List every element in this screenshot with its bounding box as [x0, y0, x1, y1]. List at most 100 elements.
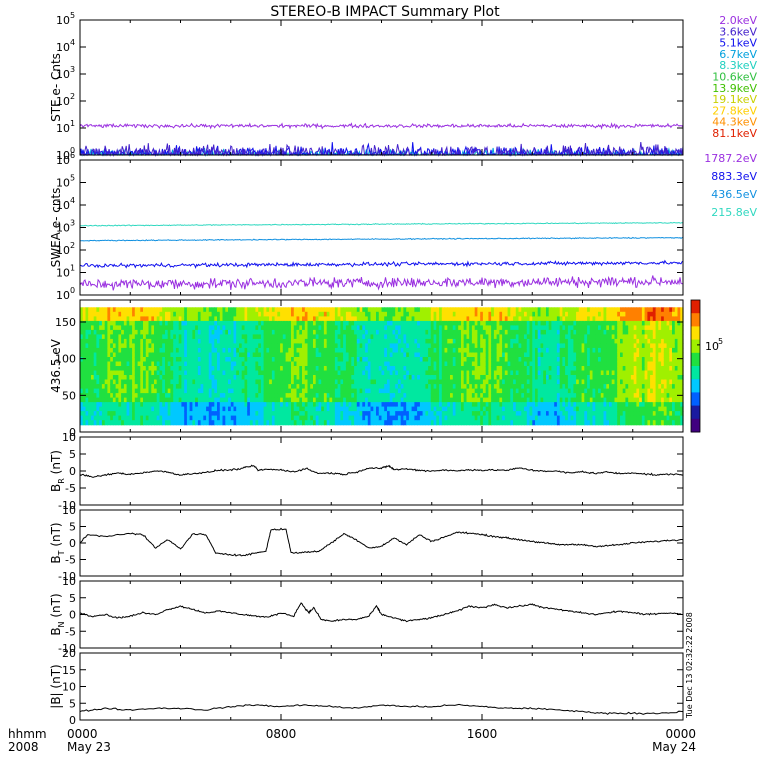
heatmap-cell [408, 375, 413, 381]
heatmap-cell [233, 361, 237, 367]
heatmap-cell [225, 393, 229, 399]
heatmap-cell [244, 375, 248, 381]
heatmap-cell [154, 402, 158, 408]
heatmap-cell [406, 357, 410, 363]
heatmap-cell [403, 397, 407, 403]
heatmap-cell [367, 320, 372, 326]
heatmap-cell [389, 406, 393, 412]
heatmap-cell [277, 343, 281, 349]
heatmap-cell [422, 397, 426, 403]
heatmap-cell [428, 307, 432, 313]
swea-frame [79, 159, 684, 296]
heatmap-cell [302, 388, 306, 394]
heatmap-cell [529, 347, 533, 353]
heatmap-cell [351, 352, 355, 358]
heatmap-cell [252, 338, 256, 344]
heatmap-cell [562, 357, 566, 363]
heatmap-cell [236, 370, 240, 376]
heatmap-cell [173, 415, 177, 421]
heatmap-cell [143, 406, 147, 412]
heatmap-cell [543, 388, 547, 394]
heatmap-cell [186, 334, 191, 340]
heatmap-cell [408, 338, 413, 344]
heatmap-cell [345, 402, 350, 408]
heatmap-cell [241, 370, 245, 376]
heatmap-cell [241, 366, 245, 372]
heatmap-cell [145, 406, 150, 412]
heatmap-cell [96, 415, 100, 421]
heatmap-cell [452, 325, 457, 331]
heatmap-cell [151, 420, 155, 426]
heatmap-cell [206, 415, 210, 421]
heatmap-cell [565, 397, 569, 403]
heatmap-cell [85, 320, 89, 326]
heatmap-cell [181, 420, 185, 426]
heatmap-cell [458, 357, 462, 363]
heatmap-cell [589, 338, 594, 344]
heatmap-cell [145, 397, 150, 403]
heatmap-cell [307, 320, 311, 326]
heatmap-cell [576, 406, 580, 412]
heatmap-cell [403, 320, 407, 326]
heatmap-cell [452, 415, 457, 421]
heatmap-cell [304, 420, 309, 426]
heatmap-cell [378, 375, 383, 381]
heatmap-cell [255, 352, 259, 358]
heatmap-cell [559, 406, 563, 412]
heatmap-cell [537, 316, 541, 322]
heatmap-cell [395, 375, 399, 381]
heatmap-cell [132, 307, 136, 313]
heatmap-cell [189, 307, 193, 313]
heatmap-cell [546, 334, 550, 340]
heatmap-cell [546, 316, 550, 322]
heatmap-cell [400, 361, 404, 367]
heatmap-cell [422, 329, 426, 335]
heatmap-cell [537, 307, 541, 313]
heatmap-cell [222, 357, 226, 363]
heatmap-cell [395, 320, 399, 326]
heatmap-cell [513, 415, 517, 421]
heatmap-cell [485, 334, 489, 340]
heatmap-cell [458, 384, 462, 390]
heatmap-cell [428, 375, 432, 381]
heatmap-cell [148, 384, 152, 390]
heatmap-cell [307, 370, 311, 376]
heatmap-cell [493, 311, 498, 317]
heatmap-cell [526, 402, 531, 408]
heatmap-cell [137, 343, 141, 349]
heatmap-cell [189, 379, 193, 385]
heatmap-cell [165, 357, 169, 363]
heatmap-cell [280, 379, 284, 385]
heatmap-cell [378, 393, 383, 399]
heatmap-cell [101, 325, 106, 331]
heatmap-cell [200, 411, 204, 417]
heatmap-cell [354, 411, 358, 417]
heatmap-cell [288, 311, 292, 317]
heatmap-cell [310, 370, 314, 376]
heatmap-cell [578, 375, 583, 381]
heatmap-cell [222, 361, 226, 367]
heatmap-cell [370, 352, 374, 358]
heatmap-cell [162, 393, 166, 399]
heatmap-cell [118, 397, 122, 403]
heatmap-cell [313, 397, 317, 403]
heatmap-cell [244, 420, 248, 426]
heatmap-cell [217, 388, 221, 394]
heatmap-cell [439, 384, 443, 390]
heatmap-cell [80, 370, 84, 376]
heatmap-cell [365, 357, 369, 363]
heatmap-cell [381, 393, 385, 399]
heatmap-cell [370, 388, 374, 394]
heatmap-cell [343, 316, 347, 322]
heatmap-cell [156, 397, 160, 403]
heatmap-cell [165, 320, 169, 326]
heatmap-cell [239, 379, 243, 385]
heatmap-cell [367, 316, 372, 322]
heatmap-cell [406, 325, 410, 331]
heatmap-cell [471, 352, 476, 358]
heatmap-cell [334, 402, 339, 408]
heatmap-cell [85, 415, 89, 421]
heatmap-cell [192, 343, 196, 349]
heatmap-cell [241, 334, 245, 340]
heatmap-cell [88, 388, 92, 394]
